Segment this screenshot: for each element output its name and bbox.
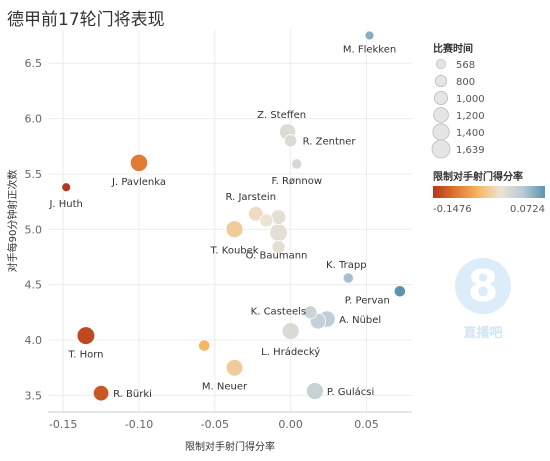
x-tick-label: -0.15 xyxy=(49,418,77,431)
color-legend: 限制对手射门得分率 -0.1476 0.0724 xyxy=(433,170,545,215)
data-point xyxy=(61,182,72,193)
size-legend-label: 1,200 xyxy=(456,111,485,122)
data-point xyxy=(270,209,287,225)
data-point xyxy=(76,326,96,345)
watermark-logo: 8 xyxy=(455,258,511,314)
point-label: M. Neuer xyxy=(202,382,248,393)
point-label: Z. Steffen xyxy=(257,110,306,121)
size-legend-label: 1,000 xyxy=(456,94,485,105)
point-label: M. Flekken xyxy=(343,45,396,56)
point-label: L. Hrádecký xyxy=(261,346,320,358)
data-point xyxy=(92,384,110,402)
data-point xyxy=(281,322,300,341)
data-point xyxy=(291,158,303,170)
size-legend-label: 568 xyxy=(456,60,475,71)
data-point xyxy=(225,220,244,239)
x-tick-label: -0.10 xyxy=(125,418,153,431)
point-label: J. Pavlenka xyxy=(111,177,166,188)
size-legend-marker xyxy=(432,123,450,141)
data-point xyxy=(342,272,354,284)
data-point xyxy=(303,305,318,320)
size-legend: 比赛时间 568 800 1,000 1,200 1,400 1,639 xyxy=(431,42,485,159)
points-layer xyxy=(61,30,406,402)
y-tick-label: 5.0 xyxy=(25,223,43,236)
data-point xyxy=(198,339,211,352)
x-axis: -0.15 -0.10 -0.05 0.00 0.05 xyxy=(48,411,412,431)
point-label: P. Pervan xyxy=(345,295,390,306)
data-point xyxy=(364,30,375,41)
x-axis-label: 限制对手射门得分率 xyxy=(185,440,275,453)
point-label: R. Bürki xyxy=(113,389,152,400)
y-tick-label: 4.5 xyxy=(25,279,43,292)
size-legend-label: 1,400 xyxy=(456,128,485,139)
color-legend-min: -0.1476 xyxy=(433,204,472,215)
data-point xyxy=(259,213,274,228)
data-point xyxy=(271,240,286,255)
x-tick-label: 0.00 xyxy=(278,418,303,431)
point-label: R. Zentner xyxy=(303,137,357,148)
data-point xyxy=(129,153,149,172)
point-label: A. Nübel xyxy=(339,315,381,326)
data-point xyxy=(284,134,298,148)
point-label: O. Baumann xyxy=(246,251,308,262)
y-axis: 3.5 4.0 4.5 5.0 5.5 6.0 6.5 xyxy=(25,57,43,402)
point-label: T. Horn xyxy=(67,350,103,361)
point-label: T. Koubek xyxy=(210,245,259,256)
svg-text:8: 8 xyxy=(468,261,499,312)
size-legend-marker xyxy=(433,90,449,106)
y-tick-label: 6.0 xyxy=(25,113,43,126)
size-legend-marker xyxy=(436,59,446,69)
point-label: J. Huth xyxy=(48,199,82,210)
x-tick-label: -0.05 xyxy=(201,418,229,431)
point-label: K. Trapp xyxy=(326,260,367,271)
point-label: P. Gulácsi xyxy=(327,386,374,398)
size-legend-marker xyxy=(431,139,451,159)
chart-title: 德甲前17轮门将表现 xyxy=(7,10,165,30)
point-labels-layer: M. Flekken Z. Steffen R. Zentner F. Rønnow J… xyxy=(48,45,396,401)
color-legend-bar xyxy=(433,186,545,198)
point-label: F. Rønnow xyxy=(271,176,322,187)
watermark-text: 直播吧 xyxy=(463,326,503,341)
size-legend-marker xyxy=(434,74,448,88)
data-point xyxy=(393,285,406,298)
x-tick-label: 0.05 xyxy=(354,418,379,431)
color-legend-max: 0.0724 xyxy=(510,204,545,215)
point-label: K. Casteels xyxy=(251,306,306,317)
point-label: R. Jarstein xyxy=(226,192,277,203)
data-point xyxy=(225,358,244,377)
data-point xyxy=(269,223,288,242)
y-axis-label: 对手每90分钟射正次数 xyxy=(6,170,19,273)
y-tick-label: 4.0 xyxy=(25,334,43,347)
size-legend-title: 比赛时间 xyxy=(433,42,473,55)
size-legend-label: 1,639 xyxy=(456,145,485,156)
data-point xyxy=(247,205,264,222)
y-tick-label: 5.5 xyxy=(25,168,43,181)
y-tick-label: 3.5 xyxy=(25,389,43,402)
size-legend-label: 800 xyxy=(456,77,475,88)
y-tick-label: 6.5 xyxy=(25,57,43,70)
size-legend-marker xyxy=(433,107,449,123)
color-legend-title: 限制对手射门得分率 xyxy=(433,170,523,183)
data-point xyxy=(306,382,324,400)
